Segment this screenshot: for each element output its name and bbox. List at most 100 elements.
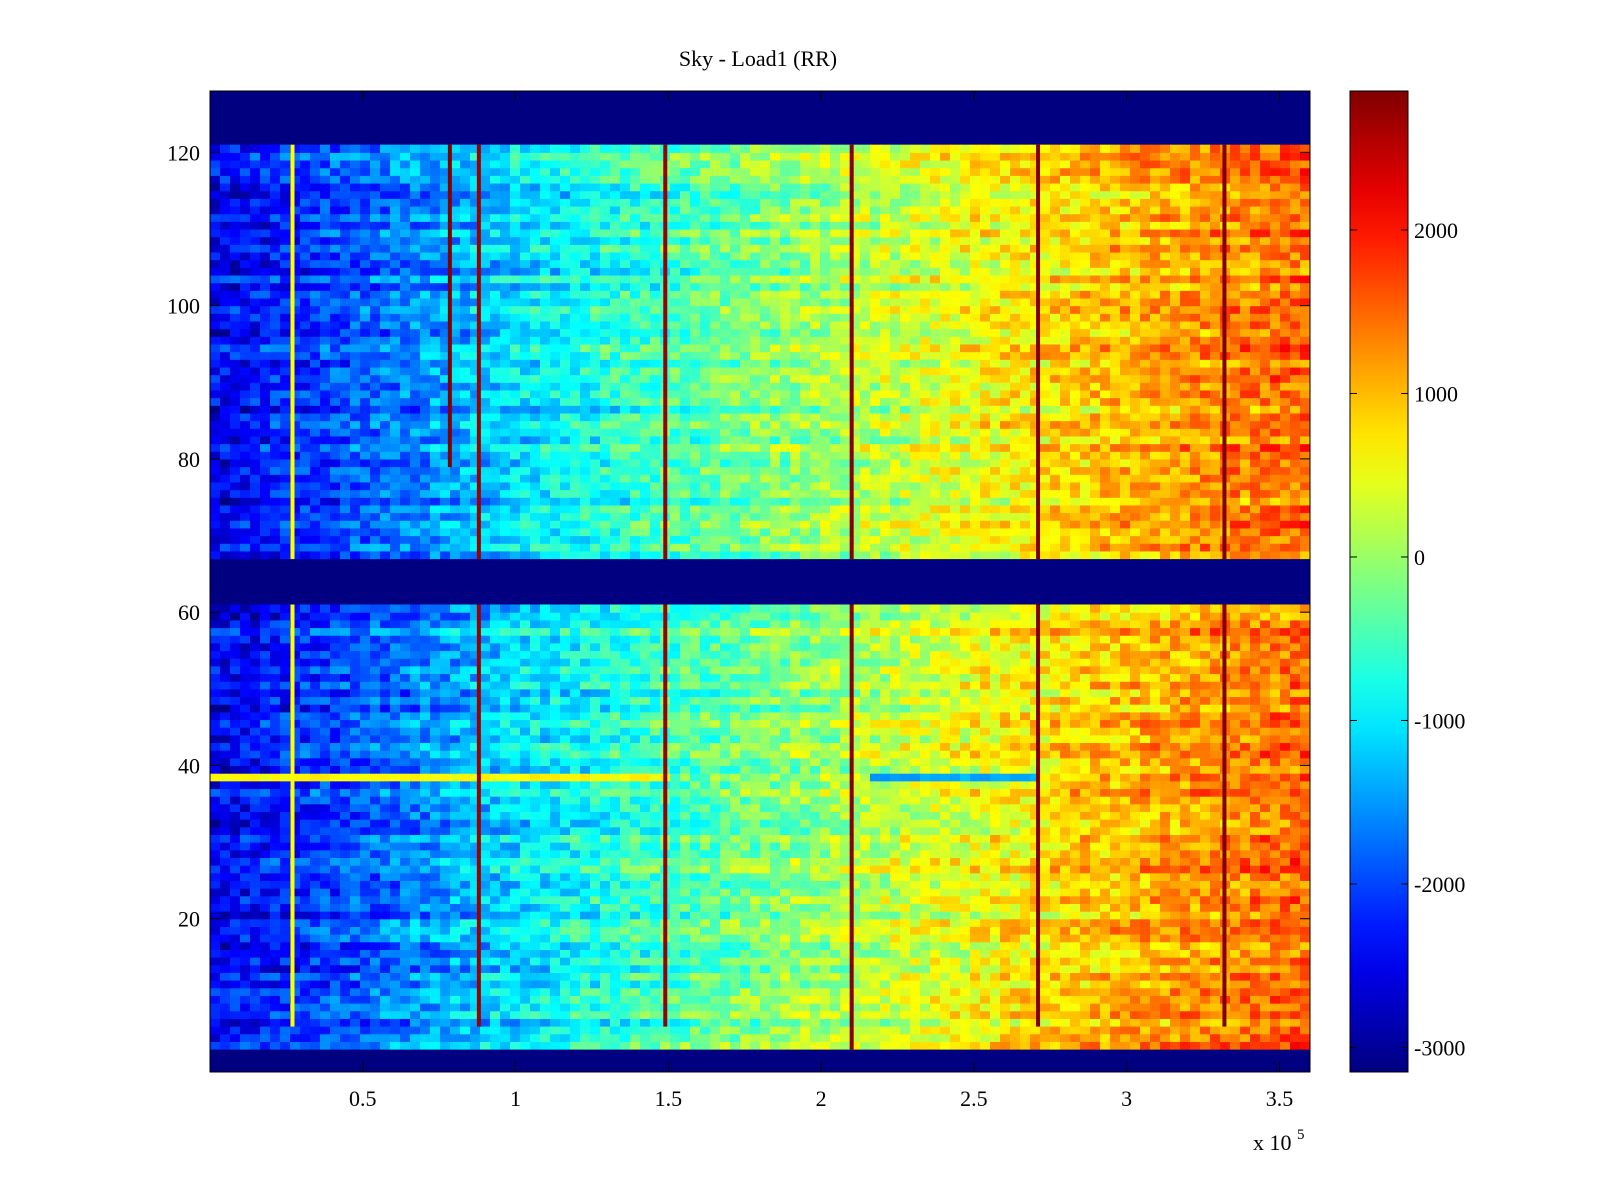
heatmap-cell (1270, 987, 1281, 996)
heatmap-cell (580, 949, 591, 958)
heatmap-cell (970, 903, 981, 912)
heatmap-cell (950, 704, 961, 713)
heatmap-cell (1070, 872, 1081, 881)
heatmap-cell (680, 796, 691, 805)
heatmap-cell (320, 796, 331, 805)
heatmap-cell (830, 742, 841, 751)
heatmap-cell (580, 857, 591, 866)
heatmap-cell (780, 796, 791, 805)
heatmap-cell (1140, 911, 1151, 920)
heatmap-cell (640, 811, 651, 820)
heatmap-cell (310, 826, 321, 836)
heatmap-cell (470, 865, 481, 874)
heatmap-cell (250, 1003, 261, 1012)
heatmap-cell (1180, 711, 1191, 721)
heatmap-cell (1240, 704, 1251, 713)
heatmap-cell (1250, 995, 1261, 1004)
heatmap-cell (590, 964, 601, 973)
heatmap-cell (700, 704, 711, 713)
heatmap-cell (1200, 926, 1211, 935)
heatmap-cell (670, 926, 681, 935)
heatmap-cell (1120, 888, 1131, 897)
heatmap-cell (730, 888, 741, 897)
heatmap-cell (920, 888, 931, 897)
heatmap-cell (1210, 1026, 1221, 1035)
heatmap-cell (310, 704, 321, 713)
heatmap-cell (450, 719, 461, 728)
heatmap-cell (550, 903, 561, 912)
heatmap-cell (810, 949, 821, 958)
heatmap-cell (1300, 949, 1310, 958)
heatmap-cell (350, 773, 361, 782)
heatmap-cell (750, 987, 761, 996)
heatmap-cell (930, 842, 941, 851)
heatmap-cell (880, 780, 891, 790)
heatmap-cell (1050, 1010, 1061, 1019)
heatmap-cell (330, 696, 341, 705)
heatmap-cell (1050, 995, 1061, 1004)
heatmap-cell (630, 826, 641, 836)
heatmap-cell (590, 788, 601, 797)
heatmap-cell (420, 834, 431, 843)
heatmap-cell (1010, 750, 1021, 759)
heatmap-cell (650, 765, 661, 774)
heatmap-cell (970, 1003, 981, 1012)
heatmap-cell (480, 742, 491, 751)
heatmap-cell (970, 834, 981, 843)
heatmap-cell (490, 1033, 501, 1042)
heatmap-cell (920, 872, 931, 881)
heatmap-cell (310, 880, 321, 889)
heatmap-cell (1280, 834, 1291, 843)
heatmap-cell (540, 780, 551, 790)
heatmap-cell (930, 918, 941, 927)
heatmap-cell (1070, 1033, 1081, 1042)
heatmap-cell (380, 964, 391, 973)
heatmap-cell (390, 750, 401, 759)
heatmap-cell (360, 788, 371, 797)
heatmap-cell (310, 849, 321, 858)
heatmap-cell (1130, 1033, 1141, 1042)
heatmap-cell (450, 941, 461, 950)
heatmap-cell (880, 811, 891, 820)
heatmap-cell (540, 819, 551, 828)
heatmap-cell (330, 888, 341, 897)
heatmap-cell (680, 773, 691, 782)
heatmap-cell (490, 1041, 501, 1050)
heatmap-cell (310, 872, 321, 881)
heatmap-cell (260, 719, 271, 728)
heatmap-cell (1200, 719, 1211, 728)
heatmap-cell (1030, 972, 1041, 981)
heatmap-cell (970, 980, 981, 989)
heatmap-cell (1230, 765, 1241, 774)
heatmap-cell (1070, 1018, 1081, 1027)
heatmap-cell (640, 926, 651, 935)
heatmap-cell (460, 888, 471, 897)
heatmap-cell (420, 987, 431, 996)
heatmap-cell (1100, 811, 1111, 820)
heatmap-cell (430, 788, 441, 797)
heatmap-cell (1100, 987, 1111, 996)
heatmap-cell (1260, 819, 1271, 828)
heatmap-cell (270, 834, 281, 843)
heatmap-cell (280, 796, 291, 805)
heatmap-cell (980, 926, 991, 935)
heatmap-cell (330, 980, 341, 989)
heatmap-cell (320, 757, 331, 767)
heatmap-cell (260, 980, 271, 989)
heatmap-cell (1260, 765, 1271, 774)
heatmap-cell (1100, 1033, 1111, 1042)
heatmap-cell (440, 972, 451, 981)
heatmap-cell (340, 1041, 351, 1050)
heatmap-cell (520, 727, 531, 736)
heatmap-cell (1100, 842, 1111, 851)
heatmap-cell (580, 765, 591, 774)
heatmap-cell (710, 972, 721, 981)
heatmap-cell (1100, 888, 1111, 897)
heatmap-cell (500, 1003, 511, 1012)
heatmap-cell (850, 995, 861, 1004)
heatmap-cell (1040, 826, 1051, 836)
heatmap-cell (510, 911, 521, 920)
heatmap-cell (1130, 727, 1141, 736)
heatmap-cell (640, 1010, 651, 1019)
heatmap-cell (350, 895, 361, 904)
